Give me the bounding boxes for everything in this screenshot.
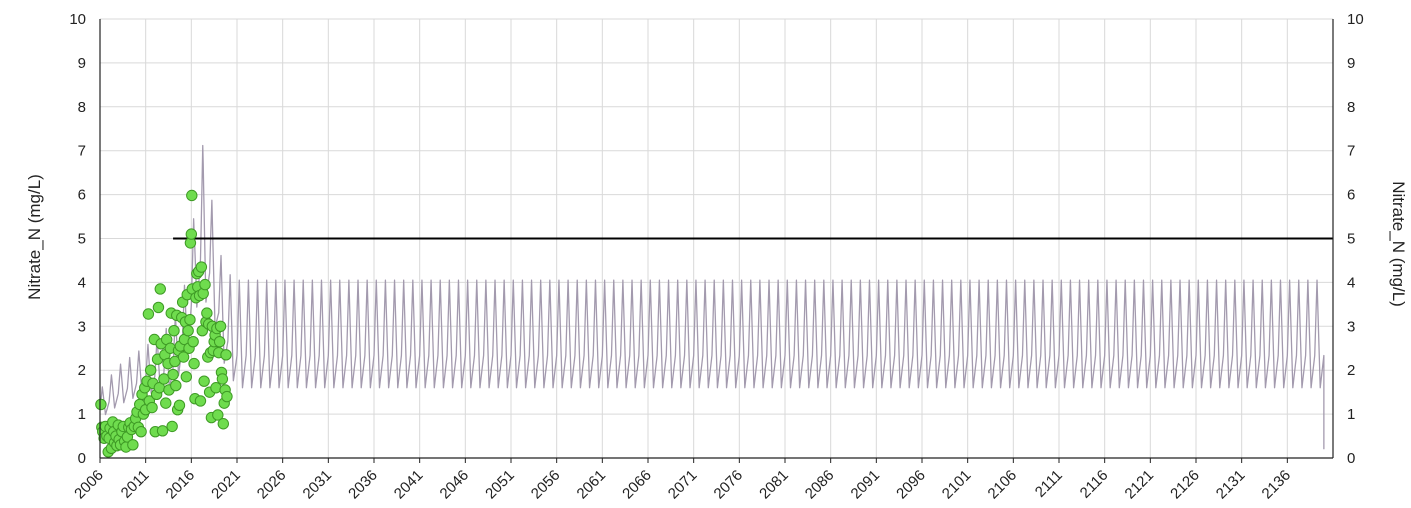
observed-point (195, 261, 208, 273)
observed-point (187, 335, 199, 348)
x-tick-label: 2046 (437, 467, 473, 503)
y-tick-label-left: 2 (78, 362, 86, 379)
y-tick-label-right: 10 (1347, 11, 1364, 28)
observed-point (180, 371, 193, 383)
model-series (99, 144, 1325, 450)
observed-point (127, 439, 139, 451)
y-tick-label-left: 9 (78, 55, 86, 72)
observed-point (184, 314, 196, 326)
x-tick-label: 2111 (1032, 467, 1066, 501)
observed-point (142, 308, 155, 320)
y-tick-label-right: 0 (1347, 450, 1355, 467)
observed-point (160, 397, 172, 409)
x-tick-label: 2091 (848, 467, 884, 503)
x-tick-label: 2081 (756, 467, 792, 503)
y-tick-label-right: 9 (1347, 55, 1355, 72)
observed-point (198, 375, 210, 387)
x-axis-ticks: 2006 2011 2016 2021 2026 2031 2036 2041 2046 2051… (71, 458, 1294, 502)
y-tick-label-left: 4 (78, 274, 86, 291)
observed-point (156, 425, 169, 437)
y-tick-label-right: 5 (1347, 231, 1355, 248)
x-tick-label: 2096 (893, 467, 929, 503)
x-tick-label: 2101 (939, 467, 975, 503)
y-tick-label-right: 6 (1347, 187, 1355, 204)
observed-point (216, 373, 229, 385)
y-tick-label-left: 1 (78, 406, 86, 423)
observed-point (199, 278, 211, 291)
observed-point (213, 335, 226, 348)
x-tick-label: 2126 (1167, 467, 1203, 503)
x-tick-label: 2006 (71, 467, 107, 503)
x-tick-label: 2076 (711, 467, 747, 503)
x-tick-label: 2041 (391, 467, 427, 503)
y-axis-right-title: Nitrate_N (mg/L) (1389, 181, 1408, 307)
x-tick-label: 2121 (1122, 467, 1158, 503)
x-tick-label: 2051 (482, 467, 518, 503)
x-tick-label: 2036 (345, 467, 381, 503)
y-tick-label-left: 6 (78, 187, 86, 204)
observed-point (188, 357, 200, 370)
x-tick-label: 2011 (118, 467, 153, 502)
y-tick-label-left: 0 (78, 450, 86, 467)
y-tick-label-right: 3 (1347, 318, 1355, 335)
x-tick-label: 2056 (528, 467, 564, 503)
observed-point (221, 390, 233, 403)
observed-point (182, 324, 194, 337)
observed-point (173, 399, 186, 412)
observed-point (214, 320, 227, 332)
y-tick-label-right: 2 (1347, 362, 1355, 379)
y-axis-right-ticks: 0 1 2 3 4 5 6 7 8 9 10 (1347, 11, 1364, 467)
observed-point (146, 401, 158, 414)
x-tick-label: 2136 (1259, 467, 1295, 503)
observed-point (212, 409, 224, 421)
y-tick-label-right: 8 (1347, 99, 1355, 116)
axes (99, 19, 1334, 459)
x-tick-label: 2116 (1077, 467, 1112, 502)
observed-point (177, 351, 190, 363)
y-tick-label-left: 10 (69, 11, 86, 28)
y-tick-label-left: 5 (78, 231, 86, 248)
y-tick-label-right: 7 (1347, 143, 1355, 160)
observed-point (135, 425, 147, 438)
x-tick-label: 2061 (574, 467, 610, 503)
y-tick-label-left: 8 (78, 99, 86, 116)
x-tick-label: 2131 (1213, 467, 1249, 503)
observed-point (185, 228, 198, 240)
x-tick-label: 2106 (985, 467, 1021, 503)
observed-point (194, 395, 207, 407)
observed-point (170, 379, 182, 392)
observed-point (220, 349, 232, 361)
x-tick-label: 2016 (163, 467, 199, 503)
x-tick-label: 2086 (802, 467, 838, 503)
y-axis-left-ticks: 0 1 2 3 4 5 6 7 8 9 10 (69, 11, 86, 467)
y-tick-label-left: 3 (78, 318, 86, 335)
observed-point (154, 283, 166, 295)
x-tick-label: 2066 (619, 467, 655, 503)
observed-point (152, 301, 165, 314)
observed-point (144, 364, 157, 376)
observed-point (186, 189, 198, 202)
observed-point (158, 373, 170, 385)
y-tick-label-left: 7 (78, 143, 86, 160)
observed-point (166, 420, 178, 433)
y-axis-left-title: Nitrate_N (mg/L) (25, 174, 44, 300)
observed-point (201, 307, 213, 319)
x-tick-label: 2026 (254, 467, 290, 503)
x-tick-label: 2031 (300, 467, 336, 503)
y-tick-label-right: 4 (1347, 274, 1355, 291)
observed-point (168, 324, 180, 337)
observed-point (217, 418, 230, 430)
y-tick-label-right: 1 (1347, 406, 1355, 423)
x-tick-label: 2071 (665, 467, 701, 503)
observed-point (95, 398, 107, 411)
x-tick-label: 2021 (208, 467, 244, 503)
observed-point (167, 368, 179, 381)
model-line (99, 144, 1325, 450)
observed-series (95, 189, 233, 458)
